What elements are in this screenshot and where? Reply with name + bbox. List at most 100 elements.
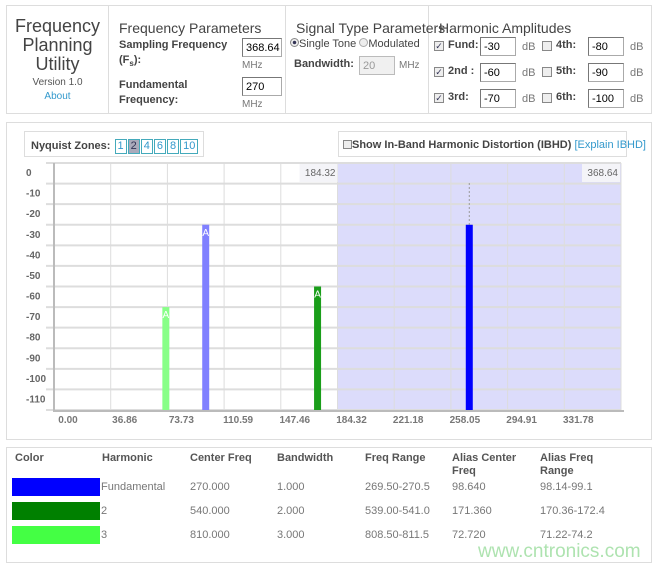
spectrum-chart: 0 -10 -20 -30 -40 -50 -60 -70 -80 -90 -100 -110 0.00…	[26, 162, 624, 426]
harmonic-1-checkbox[interactable]: ✓	[434, 67, 444, 77]
table-cell-harmonic: 2	[101, 505, 108, 517]
harmonic-1-label: 2nd :	[448, 65, 475, 77]
table-cell-center: 540.000	[190, 505, 230, 517]
single-tone-radio[interactable]	[290, 38, 299, 47]
chart-panel: 0 -10 -20 -30 -40 -50 -60 -70 -80 -90 -100 -110 0.00…	[6, 122, 652, 440]
fs-label-sub: (Fs):	[119, 54, 142, 69]
y-tick-label: -80	[26, 333, 41, 344]
harmonic-4-label: 5th:	[556, 65, 577, 77]
modulated-radio[interactable]	[359, 38, 369, 47]
y-tick-label: -20	[26, 209, 41, 220]
table-header: Center Freq	[190, 452, 252, 464]
table-cell-bw: 1.000	[277, 481, 305, 493]
fundamental-frequency-input[interactable]: 270	[242, 77, 282, 96]
frequency-parameters: Frequency Parameters Sampling Frequency …	[109, 6, 286, 113]
y-tick-label: -10	[26, 189, 41, 200]
harmonic-2-input[interactable]: -70	[480, 89, 516, 108]
explain-ibhd-link[interactable]: [Explain IBHD]	[574, 139, 646, 151]
harm-heading: Harmonic Amplitudes	[439, 20, 572, 36]
color-swatch	[12, 502, 100, 520]
table-cell-harmonic: 3	[101, 529, 108, 541]
fs-label: Sampling Frequency	[119, 39, 228, 51]
harmonic-4-input[interactable]: -90	[588, 63, 624, 82]
modulated-label: Modulated	[368, 38, 420, 50]
bar-2	[314, 286, 322, 410]
watermark: www.cntronics.com	[478, 541, 641, 562]
table-cell-range: 808.50-811.5	[365, 529, 430, 541]
x-tick-label: 0.00	[58, 415, 78, 426]
nyquist-zone-6[interactable]: 6	[153, 139, 167, 154]
harmonic-3-unit: dB	[630, 41, 644, 53]
y-tick-label: -30	[26, 230, 41, 241]
table-cell-range: 539.00-541.0	[365, 505, 430, 517]
y-tick-label: 0	[26, 168, 32, 179]
fs-unit: MHz	[242, 60, 263, 71]
harmonic-2-checkbox[interactable]: ✓	[434, 93, 444, 103]
table-cell-alias: 171.360	[452, 505, 492, 517]
color-swatch	[12, 478, 100, 496]
nyquist-zones: Nyquist Zones: 1 2 4 6 8 10	[24, 131, 204, 157]
y-tick-label: -50	[26, 271, 41, 282]
harmonic-amplitudes: Harmonic Amplitudes ✓ Fund: -30 dB ✓ 2nd …	[429, 6, 651, 113]
y-tick-label: -60	[26, 292, 41, 303]
bar-alias-label: A	[314, 290, 321, 301]
nyquist-zone-2[interactable]: 2	[127, 139, 140, 154]
harmonic-5-checkbox[interactable]	[542, 93, 552, 103]
harmonic-2-label: 3rd:	[448, 91, 469, 103]
bandwidth-input[interactable]: 20	[359, 56, 395, 75]
x-tick-label: 184.32	[336, 415, 367, 426]
table-cell-bw: 2.000	[277, 505, 305, 517]
harmonic-4-checkbox[interactable]	[542, 67, 552, 77]
bar-0	[465, 224, 473, 410]
y-tick-label: -90	[26, 353, 41, 364]
table-cell-alias: 98.640	[452, 481, 486, 493]
y-tick-label: -40	[26, 250, 41, 261]
harmonic-table: Color Harmonic Center Freq Bandwidth Freq Ra…	[6, 447, 652, 563]
table-cell-alias_range: 170.36-172.4	[540, 505, 605, 517]
table-header: Bandwidth	[277, 452, 334, 464]
bar-1	[202, 224, 210, 410]
bar-alias-label: A	[202, 228, 209, 239]
table-cell-range: 269.50-270.5	[365, 481, 430, 493]
single-tone-label: Single Tone	[299, 38, 357, 50]
signal-type-radios: Single Tone Modulated	[290, 38, 420, 50]
fund-label: Fundamental	[119, 79, 188, 91]
nyquist-zone-10[interactable]: 10	[180, 139, 199, 154]
nyquist-zone-1[interactable]: 1	[114, 139, 127, 154]
harmonic-3-label: 4th:	[556, 39, 577, 51]
y-tick-label: -100	[26, 374, 46, 385]
table-cell-harmonic: Fundamental	[101, 481, 166, 493]
x-tick-label: 36.86	[112, 415, 137, 426]
x-tick-label: 294.91	[506, 415, 537, 426]
harmonic-0-checkbox[interactable]: ✓	[434, 41, 444, 51]
harmonic-1-input[interactable]: -60	[480, 63, 516, 82]
x-tick-label: 258.05	[450, 415, 481, 426]
zone-zone_end-label: 368.64	[587, 168, 618, 179]
harmonic-2-unit: dB	[522, 93, 536, 105]
signal-heading: Signal Type Parameters	[296, 20, 446, 36]
x-tick-label: 221.18	[393, 415, 424, 426]
nyquist-zone-8[interactable]: 8	[167, 139, 180, 154]
table-cell-alias_range: 71.22-74.2	[540, 529, 593, 541]
sampling-frequency-input[interactable]: 368.64	[242, 38, 282, 57]
table-cell-center: 270.000	[190, 481, 230, 493]
table-header: Alias Center Freq	[452, 452, 517, 477]
zone-zone_start-label: 184.32	[305, 168, 336, 179]
table-cell-alias_range: 98.14-99.1	[540, 481, 593, 493]
harmonic-0-input[interactable]: -30	[480, 37, 516, 56]
x-tick-label: 147.46	[280, 415, 311, 426]
nyquist-zone-4[interactable]: 4	[140, 139, 153, 154]
table-cell-bw: 3.000	[277, 529, 305, 541]
harmonic-3-checkbox[interactable]	[542, 41, 552, 51]
harmonic-4-unit: dB	[630, 67, 644, 79]
zone-label-bg	[299, 164, 338, 182]
bar-3	[162, 307, 170, 410]
x-tick-label: 73.73	[169, 415, 194, 426]
harmonic-3-input[interactable]: -80	[588, 37, 624, 56]
about-link[interactable]: About	[44, 91, 71, 102]
ibhd-checkbox[interactable]	[343, 140, 352, 149]
signal-type-parameters: Signal Type Parameters Single Tone Modul…	[286, 6, 445, 113]
harmonic-5-input[interactable]: -100	[588, 89, 624, 108]
bar-alias-label: A	[163, 310, 170, 321]
fund-label-2: Frequency:	[119, 94, 179, 106]
